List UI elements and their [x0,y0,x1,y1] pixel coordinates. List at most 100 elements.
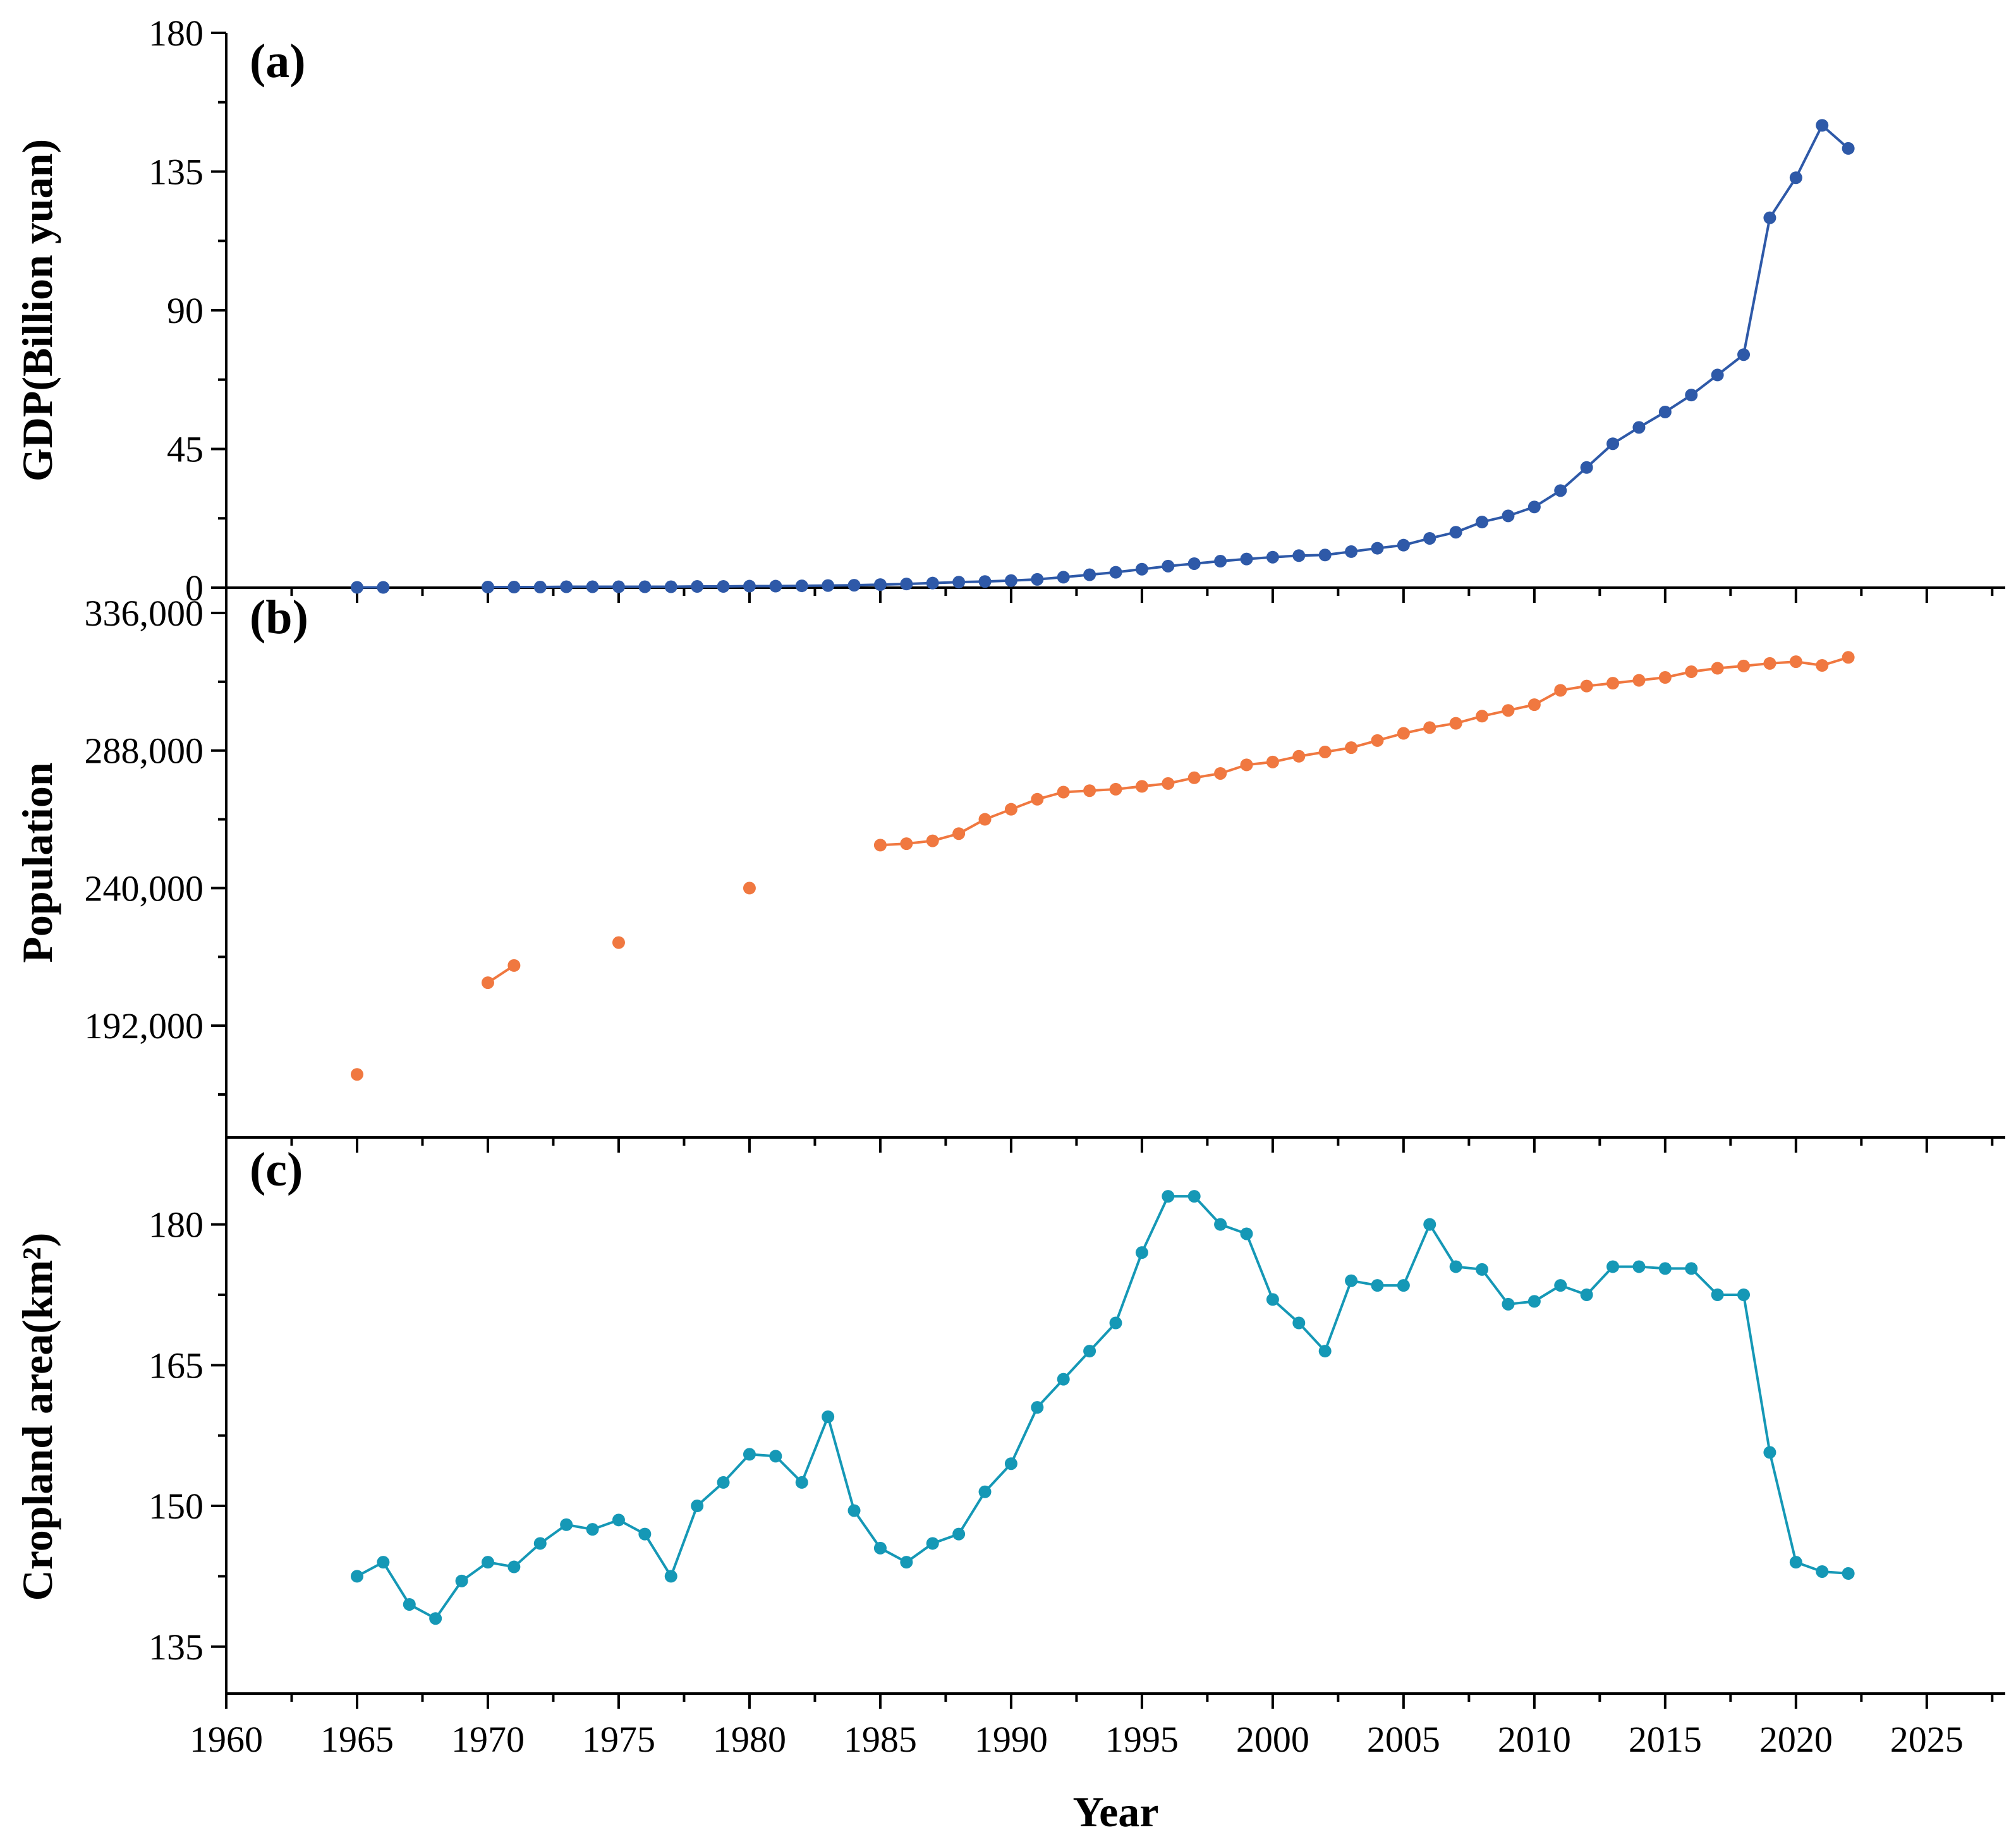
data-point [1737,659,1751,672]
data-point [455,1574,468,1587]
data-point [1476,710,1489,723]
y-tick-label: 0 [185,567,203,609]
data-point [1214,767,1227,780]
data-point [1318,1345,1332,1358]
data-point [560,580,573,593]
x-axis: 1960 1965 1970 1975 1980 1985 1990 1995 2000 2005… [190,1719,1964,1760]
data-point [1606,1260,1620,1273]
data-point [1109,566,1122,579]
data-point [900,837,913,851]
data-point [1449,717,1462,730]
data-point [350,581,363,594]
data-point [1214,555,1227,568]
data-point [717,580,730,593]
data-point [743,579,756,593]
data-point [1580,1288,1593,1301]
data-point [1580,679,1593,693]
data-point [1187,1190,1201,1203]
data-point [978,1485,992,1498]
y-tick-label: 165 [149,1345,203,1386]
x-tick-label: 1985 [844,1719,917,1760]
data-point [1763,211,1776,224]
data-point [873,578,887,591]
x-tick-label: 1990 [975,1719,1048,1760]
data-point [717,1476,730,1489]
x-tick-label: 2010 [1498,1719,1571,1760]
data-point [1031,573,1044,586]
series-line-segment [1481,1268,1510,1306]
data-point [1711,1288,1724,1301]
data-point [1816,659,1829,672]
data-point [507,581,521,594]
y-axis-title: Cropland area(km²) [13,1233,61,1601]
data-point [403,1598,416,1611]
series-line-segment [1586,1266,1614,1296]
data-point [769,1450,782,1463]
data-point [1345,545,1358,558]
data-point [1031,1401,1044,1414]
data-point [847,1504,861,1517]
data-point [1240,552,1253,566]
data-point [1606,677,1620,690]
data-point [1004,574,1017,587]
data-point [1711,662,1724,675]
series-line-segment [1141,1196,1170,1254]
data-point [1527,698,1541,712]
data-point [900,578,913,591]
data-point [533,1537,547,1550]
data-point [350,1068,363,1081]
data-point [1187,771,1201,784]
data-point [1789,1556,1802,1569]
y-tick-label: 135 [149,1627,203,1668]
series-line-segment [1010,1407,1039,1465]
data-point [1057,1373,1070,1386]
data-point [1135,780,1148,793]
series-line-segment [1742,217,1771,355]
data-point [1527,1295,1541,1308]
data-point [612,936,625,949]
data-point [926,1537,939,1550]
data-point [822,579,835,592]
data-point [1816,1565,1829,1578]
series-line-segment [984,1462,1012,1493]
series-line-segment [382,1561,411,1606]
data-point [1816,119,1829,132]
data-point [377,581,390,594]
data-point [1685,1262,1698,1275]
x-tick-label: 1995 [1105,1719,1179,1760]
data-point [1449,526,1462,539]
series-line-segment [669,1505,699,1577]
data-point [1318,549,1332,562]
y-tick-label: 180 [149,1204,203,1246]
data-point [1004,803,1017,816]
data-point [978,813,992,826]
data-point [1737,348,1751,361]
data-point [1632,1260,1646,1273]
data-point [1292,549,1306,562]
data-point [1004,1457,1017,1470]
data-point [1292,1316,1306,1330]
data-point [1449,1260,1462,1273]
series [350,651,1855,1081]
data-point [1842,142,1855,155]
data-point [847,579,861,592]
series-line-segment [643,1533,672,1577]
panel-3: 135 150 165 180 (c) Cropland area(km²) [13,1140,2005,1709]
data-point [1658,405,1672,418]
y-tick-label: 135 [149,152,203,193]
data-point [1266,1293,1279,1306]
data-point [1162,1190,1175,1203]
data-point [743,1448,756,1461]
series-line-segment [1428,1223,1457,1268]
data-point [1083,568,1096,581]
data-point [481,976,494,990]
data-point [1240,1227,1253,1240]
data-point [1502,509,1515,523]
data-point [1685,665,1698,678]
data-point [1266,550,1279,564]
data-point [1423,531,1436,545]
y-axis-title: GDP(Billion yuan) [13,139,61,482]
data-point [1109,1316,1122,1330]
data-point [1135,1246,1148,1259]
